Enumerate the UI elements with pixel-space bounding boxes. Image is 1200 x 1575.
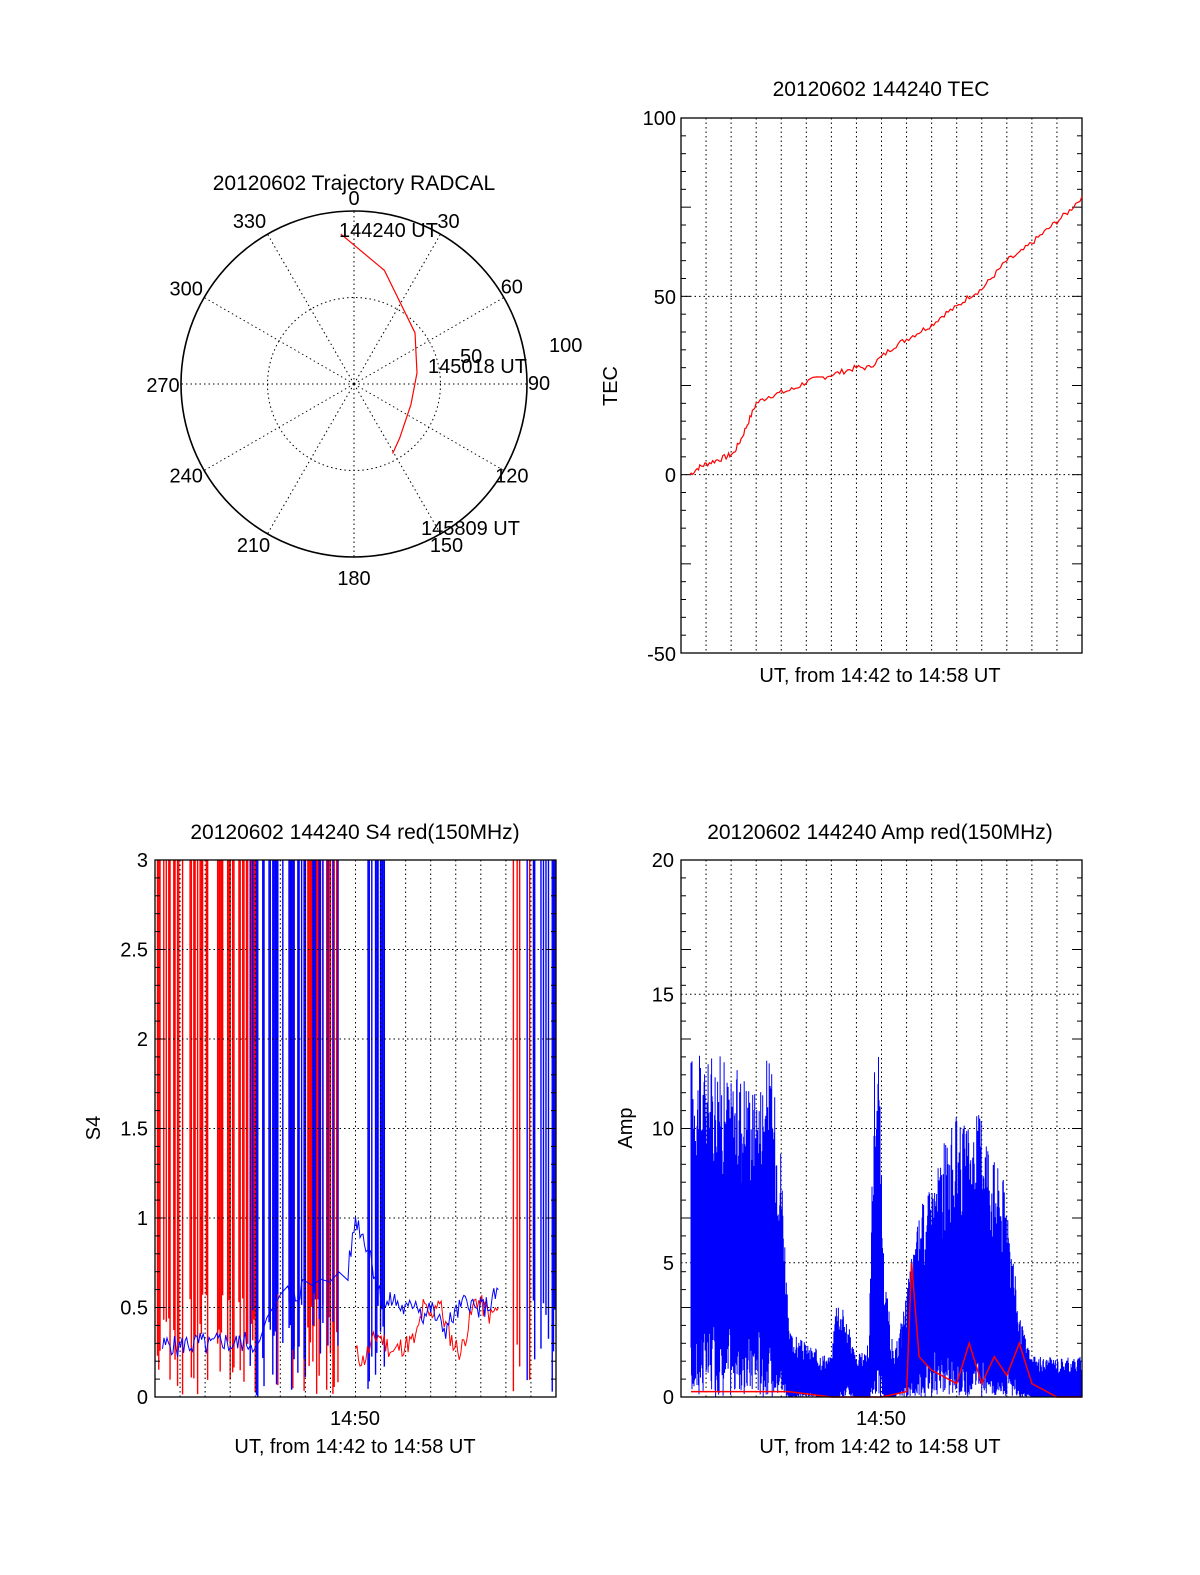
amp-red-series <box>691 1262 1082 1398</box>
amp-yticks: 20 15 10 5 0 <box>652 850 674 1409</box>
polar-azimuth-label-120: 120 <box>495 466 528 488</box>
s4-ytick-label: 2 <box>137 1029 148 1051</box>
polar-azimuth-label-240: 240 <box>169 466 202 488</box>
polar-azimuth-label-0: 0 <box>348 188 359 210</box>
polar-annotation-start: 144240 UT <box>339 220 438 242</box>
polar-annotation-end: 145809 UT <box>421 518 520 540</box>
s4-xtick-1450: 14:50 <box>330 1408 380 1430</box>
amp-xtick-1450: 14:50 <box>856 1408 906 1430</box>
tec-ytick-0: 0 <box>665 465 676 487</box>
polar-azimuth-label-90: 90 <box>528 373 550 395</box>
amp-ytick-label: 0 <box>663 1387 674 1409</box>
amp-ytick-label: 10 <box>652 1119 674 1141</box>
tec-ytick-neg50: -50 <box>647 644 676 666</box>
s4-plot: 20120602 144240 S4 red(150MHz) 3 2.5 2 1.5 1… <box>83 821 557 1458</box>
polar-spoke-60 <box>353 297 505 385</box>
polar-azimuth-labels: 0 30 60 90 120 150 180 210 240 270 300 330 <box>146 188 550 590</box>
polar-ring-label-100: 100 <box>549 335 582 357</box>
s4-grid <box>155 859 556 1398</box>
amp-xlabel: UT, from 14:42 to 14:58 UT <box>759 1436 1000 1458</box>
s4-ytick-label: 1 <box>137 1208 148 1230</box>
amp-ytick-label: 15 <box>652 984 674 1006</box>
polar-azimuth-label-60: 60 <box>501 277 523 299</box>
polar-annotation-mid: 145018 UT <box>428 356 527 378</box>
polar-spoke-150 <box>353 383 441 535</box>
polar-ring-label-50: 50 <box>460 346 482 368</box>
amp-frame <box>680 859 1083 1398</box>
polar-azimuth-label-330: 330 <box>233 211 266 233</box>
s4-blue-series <box>162 1217 499 1357</box>
s4-red-series <box>355 1295 499 1367</box>
polar-trajectory-plot: 20120602 Trajectory RADCAL 0 30 60 90 120 150… <box>146 172 582 590</box>
amp-title: 20120602 144240 Amp red(150MHz) <box>707 821 1053 844</box>
polar-spoke-240 <box>203 383 355 471</box>
amp-plot: 20120602 144240 Amp red(150MHz) 20 15 10 5 0… <box>615 821 1083 1458</box>
tec-ytick-100: 100 <box>643 108 676 130</box>
polar-azimuth-label-210: 210 <box>237 535 270 557</box>
polar-azimuth-label-270: 270 <box>146 375 179 397</box>
tec-frame <box>680 117 1083 654</box>
polar-title: 20120602 Trajectory RADCAL <box>213 172 496 195</box>
polar-spoke-330 <box>267 233 355 385</box>
polar-azimuth-label-300: 300 <box>169 279 202 301</box>
polar-grid <box>180 210 528 558</box>
polar-spoke-210 <box>267 383 355 535</box>
amp-blue-series <box>690 1055 1083 1397</box>
s4-title: 20120602 144240 S4 red(150MHz) <box>190 821 519 844</box>
polar-trajectory-line <box>340 233 418 454</box>
polar-outer-circle <box>180 210 528 558</box>
tec-plot: 20120602 144240 TEC 100 50 0 -50 TEC UT,… <box>600 78 1083 687</box>
polar-spoke-120 <box>353 383 505 471</box>
tec-grid <box>681 117 1082 654</box>
s4-ytick-label: 2.5 <box>120 940 148 962</box>
tec-title: 20120602 144240 TEC <box>773 78 990 101</box>
s4-yticks: 3 2.5 2 1.5 1 0.5 0 <box>120 850 148 1409</box>
amp-grid <box>681 859 1082 1398</box>
tec-xlabel: UT, from 14:42 to 14:58 UT <box>759 665 1000 687</box>
s4-xlabel: UT, from 14:42 to 14:58 UT <box>234 1436 475 1458</box>
polar-spoke-30 <box>353 233 441 385</box>
amp-ylabel: Amp <box>615 1107 637 1148</box>
tec-ylabel: TEC <box>600 366 622 406</box>
amp-ytick-label: 5 <box>663 1253 674 1275</box>
tec-series-line <box>689 196 1083 476</box>
s4-ytick-label: 0.5 <box>120 1298 148 1320</box>
s4-ytick-label: 3 <box>137 850 148 872</box>
s4-ylabel: S4 <box>83 1116 105 1140</box>
polar-azimuth-label-30: 30 <box>437 211 459 233</box>
s4-saturated-bands <box>156 860 556 1397</box>
s4-ytick-label: 1.5 <box>120 1119 148 1141</box>
polar-azimuth-label-180: 180 <box>337 568 370 590</box>
amp-ytick-label: 20 <box>652 850 674 872</box>
polar-spoke-300 <box>203 297 355 385</box>
s4-frame <box>154 859 557 1398</box>
s4-ytick-label: 0 <box>137 1387 148 1409</box>
polar-azimuth-label-150: 150 <box>430 535 463 557</box>
tec-ytick-50: 50 <box>654 287 676 309</box>
